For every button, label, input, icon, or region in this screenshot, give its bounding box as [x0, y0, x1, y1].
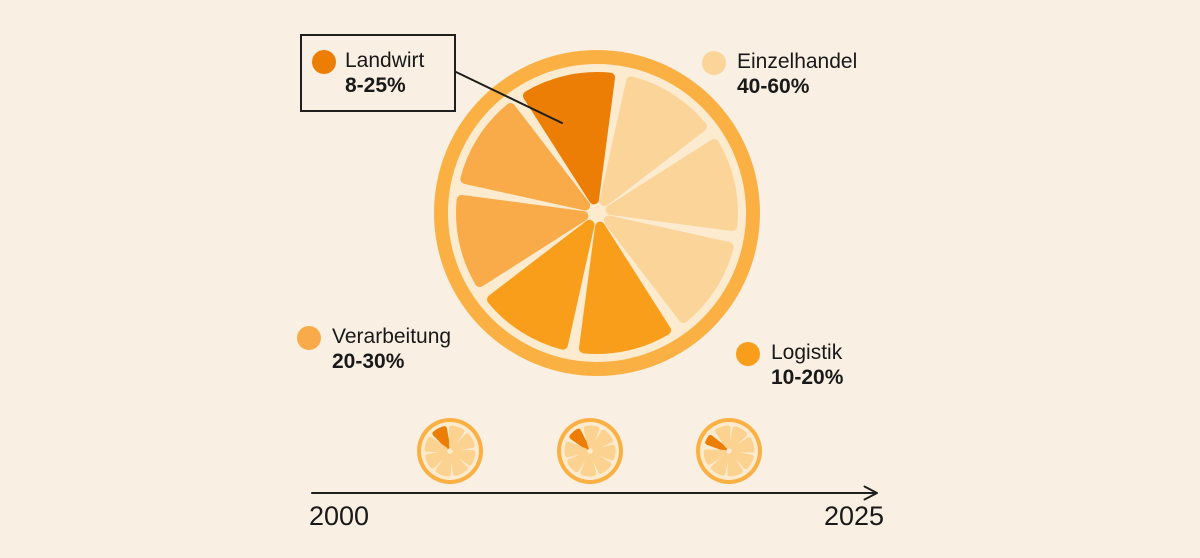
- logistik-text: Logistik 10-20%: [771, 340, 843, 391]
- einzelhandel-range: 40-60%: [737, 75, 810, 98]
- logistik-label: Logistik: [771, 341, 843, 364]
- timeline-start-year: 2000: [309, 501, 370, 531]
- verarbeitung-text: Verarbeitung 20-30%: [332, 324, 451, 375]
- landwirt-range: 8-25%: [345, 74, 406, 97]
- einzelhandel-text: Einzelhandel 40-60%: [737, 49, 857, 100]
- timeline-arrowhead-icon: [863, 485, 878, 501]
- einzelhandel-dot-icon: [702, 51, 726, 75]
- verarbeitung-dot-icon: [297, 326, 321, 350]
- verarbeitung-label: Verarbeitung: [332, 325, 452, 348]
- einzelhandel-label: Einzelhandel: [737, 50, 858, 73]
- landwirt-text: Landwirt 8-25%: [345, 48, 424, 110]
- mini-orange-slice-early: [417, 418, 483, 484]
- legend-item-logistik: Logistik 10-20%: [736, 340, 843, 391]
- legend-item-einzelhandel: Einzelhandel 40-60%: [702, 49, 857, 100]
- legend-item-landwirt-callout-box: Landwirt 8-25%: [300, 34, 456, 112]
- timeline-end-year: 2025: [824, 501, 885, 531]
- landwirt-dot-icon: [312, 50, 336, 74]
- timeline-arrow: [311, 485, 878, 501]
- logistik-range: 10-20%: [771, 366, 844, 389]
- mini-orange-slice-mid: [557, 418, 623, 484]
- legend-item-verarbeitung: Verarbeitung 20-30%: [297, 324, 451, 375]
- logistik-dot-icon: [736, 342, 760, 366]
- landwirt-label: Landwirt: [345, 49, 425, 72]
- verarbeitung-range: 20-30%: [332, 350, 405, 373]
- mini-orange-slice-late: [696, 418, 762, 484]
- big-orange-slice: [434, 50, 760, 376]
- landwirt-callout-line: [455, 71, 563, 124]
